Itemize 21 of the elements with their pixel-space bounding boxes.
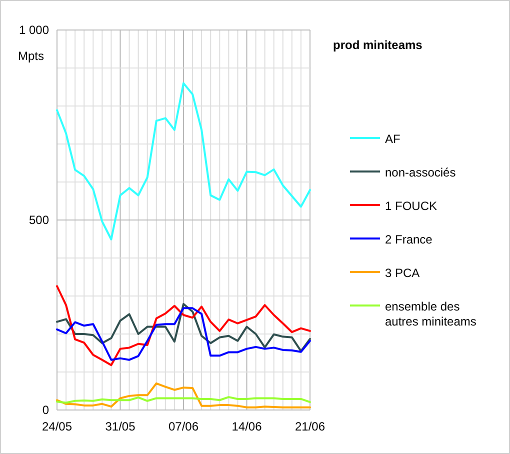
legend-label: AF — [385, 132, 400, 146]
line-series — [56, 307, 311, 361]
line-series — [56, 302, 311, 352]
x-tick-label: 14/06 — [232, 420, 262, 434]
y-tick-label: 500 — [28, 212, 50, 227]
x-tick-label: 07/06 — [168, 420, 199, 434]
y-axis-title: Mpts — [18, 49, 44, 63]
line-series — [56, 82, 311, 240]
legend-label: 2 France — [385, 232, 433, 246]
legend-label: 1 FOUCK — [385, 199, 438, 213]
x-tick-label: 31/05 — [105, 420, 136, 434]
x-tick-label: 21/06 — [294, 420, 326, 434]
y-tick-label: 0 — [42, 402, 50, 417]
line-series — [56, 285, 311, 366]
legend-label: 3 PCA — [385, 266, 420, 280]
legend-label: non-associés — [385, 166, 456, 180]
x-tick-label: 24/05 — [42, 420, 72, 434]
legend-label: ensemble des autres miniteams — [385, 300, 476, 328]
y-tick-label: 1 000 — [18, 22, 50, 37]
line-series — [56, 382, 311, 408]
text: prod miniteams — [333, 38, 423, 52]
